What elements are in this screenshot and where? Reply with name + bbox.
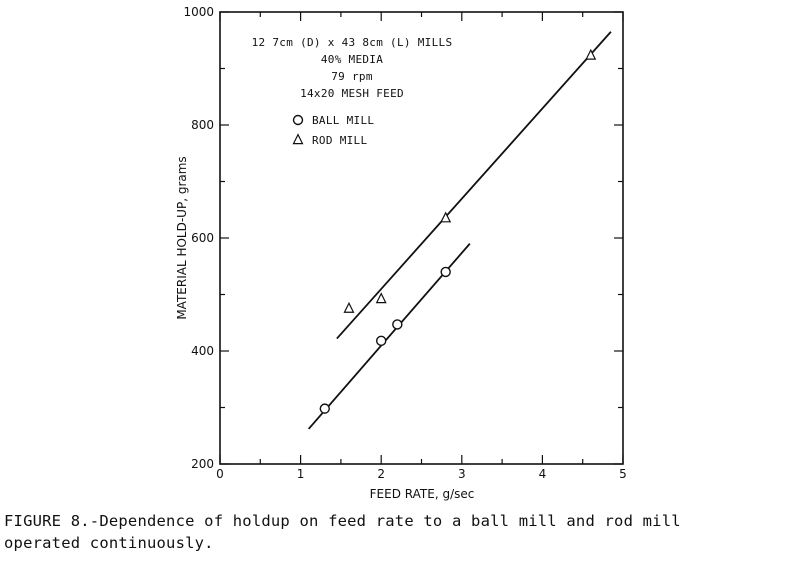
y-tick-label: 200	[191, 457, 214, 471]
x-tick-label: 5	[619, 467, 627, 481]
legend-circle-marker	[292, 114, 304, 126]
y-tick-label: 600	[191, 231, 214, 245]
legend: BALL MILL ROD MILL	[292, 114, 374, 147]
x-tick-label: 4	[539, 467, 547, 481]
x-tick-label: 2	[377, 467, 385, 481]
annotation-line: 79 rpm	[331, 70, 373, 83]
data-point-triangle	[343, 301, 355, 313]
data-point-triangle	[375, 292, 387, 304]
data-point-triangle	[585, 48, 597, 60]
x-tick-label: 0	[216, 467, 224, 481]
x-tick-label: 3	[458, 467, 466, 481]
data-markers	[319, 48, 597, 414]
legend-triangle-marker	[292, 133, 304, 145]
x-tick-label: 1	[297, 467, 305, 481]
figure-caption: FIGURE 8.-Dependence of holdup on feed r…	[4, 510, 796, 554]
annotation-line: 14x20 MESH FEED	[300, 87, 404, 100]
y-tick-label: 800	[191, 118, 214, 132]
y-tick-label: 1000	[183, 5, 214, 19]
data-point-circle	[440, 266, 451, 278]
chart-annotation: 12 7cm (D) x 43 8cm (L) MILLS 40% MEDIA 79…	[252, 36, 453, 100]
x-axis-label: FEED RATE, g/sec	[370, 487, 475, 501]
data-point-circle	[392, 319, 403, 330]
axis-tick-labels: 0 1 2 3 4 5 200 400 600 800 1000	[183, 5, 626, 481]
plot-frame	[219, 11, 624, 465]
annotation-line: 40% MEDIA	[321, 53, 383, 66]
axis-ticks	[219, 11, 624, 465]
data-point-circle	[376, 335, 387, 347]
legend-label: BALL MILL	[312, 114, 374, 127]
caption-line-2: operated continuously.	[4, 534, 214, 552]
y-axis-label: MATERIAL HOLD-UP, grams	[175, 156, 189, 319]
annotation-line: 12 7cm (D) x 43 8cm (L) MILLS	[252, 36, 453, 49]
data-point-circle	[319, 403, 330, 414]
legend-label: ROD MILL	[312, 134, 367, 147]
y-tick-label: 400	[191, 344, 214, 358]
caption-line-1: FIGURE 8.-Dependence of holdup on feed r…	[4, 512, 681, 530]
fit-line-triangle	[336, 31, 612, 340]
data-point-triangle	[440, 211, 452, 223]
